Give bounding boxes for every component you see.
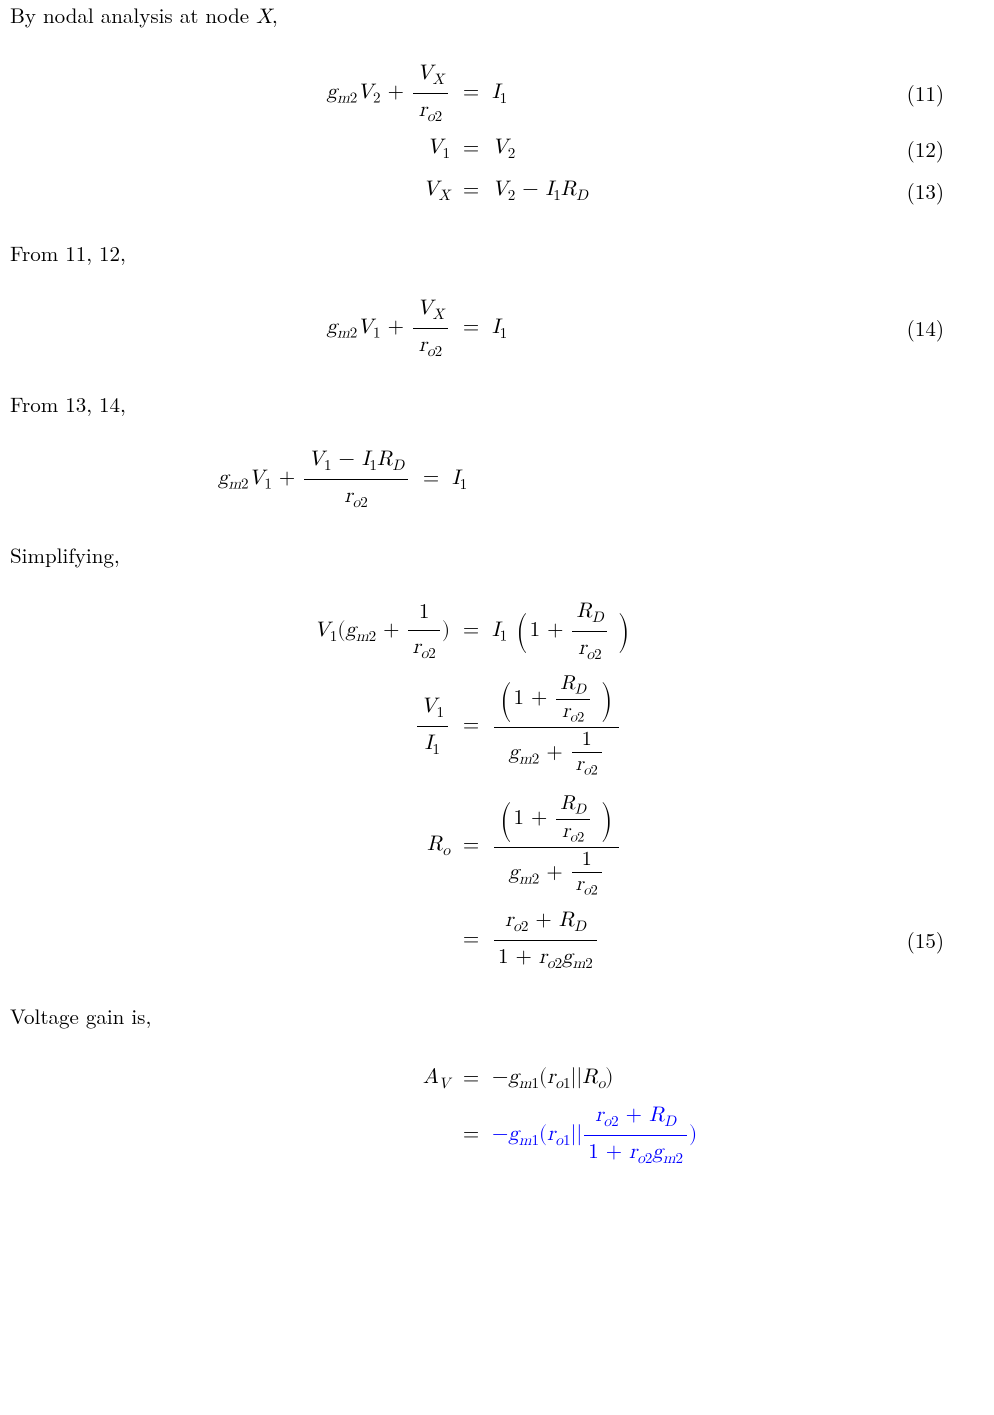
rhs: I1 [446,464,467,496]
rhs: (1 + RDro2 ) gm2 + 1ro2 [486,674,621,778]
equation-tag: (12) [515,134,974,164]
lhs: V1(gm2 + 1ro2) [10,598,456,665]
rel: = [456,711,486,741]
equation-simplify-1: V1(gm2 + 1ro2) = I1 (1 + RDro2 ) [10,596,974,666]
equation-group-av: AV = −gm1(ro1||Ro) = −gm1(ro1|| ro2 + RD… [10,1057,974,1170]
equation-av-1: AV = −gm1(ro1||Ro) [10,1057,974,1101]
rel: = [456,925,486,955]
paragraph-nodal-analysis: By nodal analysis at node X, [10,0,974,33]
equation-substitution: gm2V1 + V1 − I1RDro2 = I1 [10,445,974,514]
paragraph-simplifying: Simplifying, [10,540,974,570]
equation-tag: (14) [507,313,974,343]
paragraph-from-13-14: From 13, 14, [10,389,974,419]
equation-sub: gm2V1 + V1 − I1RDro2 = I1 [10,445,974,514]
lhs: gm2V2 + VXro2 [10,59,456,128]
equation-group-simplify: V1(gm2 + 1ro2) = I1 (1 + RDro2 ) V1I1 = … [10,596,974,975]
equation-tag: (15) [599,925,974,955]
rel: = [416,464,446,494]
rel: = [456,1120,486,1150]
lhs: V1I1 [10,692,456,761]
rhs: I1 [486,313,507,345]
rel: = [456,831,486,861]
equation-15: = ro2 + RD 1 + ro2gm2 (15) [10,906,974,975]
equation-group-14: gm2V1 + VXro2 = I1 (14) [10,294,974,363]
rhs: ro2 + RD 1 + ro2gm2 [486,906,599,975]
lhs: gm2V1 + V1 − I1RDro2 [10,445,416,514]
page: By nodal analysis at node X, gm2V2 + VXr… [0,0,994,1415]
equation-14: gm2V1 + VXro2 = I1 (14) [10,294,974,363]
lhs: V1 [10,133,456,165]
rel: = [456,134,486,164]
paragraph-from-11-12: From 11, 12, [10,238,974,268]
equation-simplify-2: V1I1 = (1 + RDro2 ) gm2 + 1ro2 [10,666,974,786]
paragraph-voltage-gain: Voltage gain is, [10,1001,974,1031]
lhs: VX [10,175,456,207]
rel: = [456,78,486,108]
rhs: V2 [486,133,515,165]
text: , [272,0,278,30]
equation-13: VX = V2 − I1RD (13) [10,170,974,212]
rhs: V2 − I1RD [486,175,588,207]
lhs: AV [10,1063,456,1095]
lhs: gm2V1 + VXro2 [10,294,456,363]
rhs: (1 + RDro2 ) gm2 + 1ro2 [486,794,621,898]
var-X: X [256,7,272,28]
equation-group-11-13: gm2V2 + VXro2 = I1 (11) V1 = V2 (12) V [10,59,974,212]
equation-tag: (11) [507,78,974,108]
rel: = [456,176,486,206]
rel: = [456,616,486,646]
equation-tag: (13) [588,176,974,206]
rhs: I1 [486,78,507,110]
equation-simplify-3: Ro = (1 + RDro2 ) gm2 + 1ro2 [10,786,974,906]
rel: = [456,1064,486,1094]
equation-12: V1 = V2 (12) [10,128,974,170]
rhs: I1 (1 + RDro2 ) [486,597,632,666]
text: By nodal analysis at node [10,0,256,30]
rhs: −gm1(ro1|| ro2 + RD 1 + ro2gm2 ) [486,1101,697,1170]
rhs: −gm1(ro1||Ro) [486,1063,613,1095]
rel: = [456,313,486,343]
equation-av-2: = −gm1(ro1|| ro2 + RD 1 + ro2gm2 ) [10,1101,974,1170]
equation-11: gm2V2 + VXro2 = I1 (11) [10,59,974,128]
lhs: Ro [10,830,456,862]
